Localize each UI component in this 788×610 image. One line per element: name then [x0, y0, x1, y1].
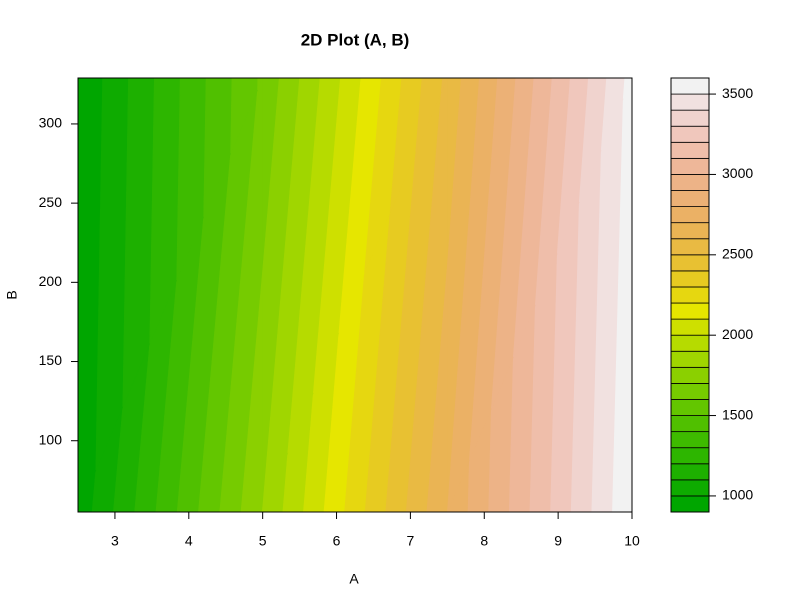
- key-band: [670, 109, 710, 127]
- y-tick-label: 150: [39, 352, 63, 368]
- key-band: [670, 447, 710, 465]
- key-band: [670, 399, 710, 416]
- x-tick-label: 3: [111, 533, 119, 549]
- x-tick-label: 5: [259, 533, 267, 549]
- key-tick-label: 1000: [722, 487, 753, 503]
- key-band: [670, 415, 710, 433]
- y-tick-label: 200: [39, 273, 63, 289]
- key-tick-label: 2000: [722, 326, 753, 342]
- y-tick-label: 100: [39, 431, 63, 447]
- x-tick-label: 8: [480, 533, 488, 549]
- key-band: [670, 141, 710, 159]
- x-axis-label: A: [349, 571, 359, 587]
- key-band: [670, 254, 710, 272]
- y-tick-label: 300: [39, 115, 63, 131]
- key-band: [670, 463, 710, 481]
- y-tick-label: 250: [39, 194, 63, 210]
- x-tick-label: 7: [407, 533, 415, 549]
- key-band: [670, 93, 710, 111]
- key-band: [670, 190, 710, 207]
- key-band: [670, 174, 710, 191]
- key-band: [670, 479, 710, 497]
- x-tick-label: 9: [554, 533, 562, 549]
- key-tick-label: 2500: [722, 246, 753, 262]
- x-tick-label: 10: [624, 533, 640, 549]
- key-band: [670, 286, 710, 304]
- key-band: [670, 383, 710, 400]
- key-band: [670, 238, 710, 256]
- chart-title: 2D Plot (A, B): [301, 30, 410, 49]
- key-band: [670, 431, 710, 449]
- key-band: [670, 77, 710, 95]
- x-tick-label: 4: [185, 533, 193, 549]
- y-axis-label: B: [4, 290, 20, 299]
- key-band: [670, 302, 710, 320]
- key-band: [670, 495, 710, 513]
- key-tick-label: 3500: [722, 85, 753, 101]
- key-frame: [670, 77, 710, 513]
- key-band: [670, 350, 710, 368]
- key-band: [670, 366, 710, 384]
- key-band: [670, 222, 710, 240]
- key-band: [670, 206, 710, 224]
- key-band: [670, 334, 710, 352]
- key-tick-label: 3000: [722, 165, 753, 181]
- key-band: [670, 270, 710, 288]
- key-tick-label: 1500: [722, 406, 753, 422]
- key-band: [670, 318, 710, 336]
- key-band: [670, 125, 710, 143]
- key-band: [670, 157, 710, 175]
- plot-frame: [77, 77, 633, 513]
- x-tick-label: 6: [333, 533, 341, 549]
